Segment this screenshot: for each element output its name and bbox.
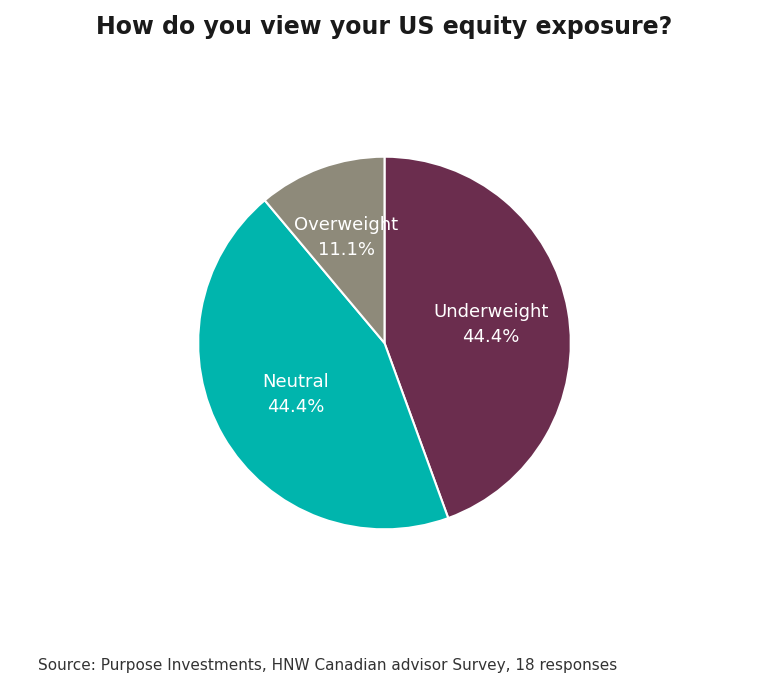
Text: Neutral
44.4%: Neutral 44.4% — [262, 373, 329, 416]
Wedge shape — [265, 156, 384, 343]
Title: How do you view your US equity exposure?: How do you view your US equity exposure? — [96, 15, 673, 39]
Wedge shape — [384, 156, 571, 518]
Wedge shape — [198, 200, 448, 529]
Text: Underweight
44.4%: Underweight 44.4% — [433, 303, 548, 346]
Text: Overweight
11.1%: Overweight 11.1% — [295, 217, 398, 260]
Text: Source: Purpose Investments, HNW Canadian advisor Survey, 18 responses: Source: Purpose Investments, HNW Canadia… — [38, 658, 618, 673]
